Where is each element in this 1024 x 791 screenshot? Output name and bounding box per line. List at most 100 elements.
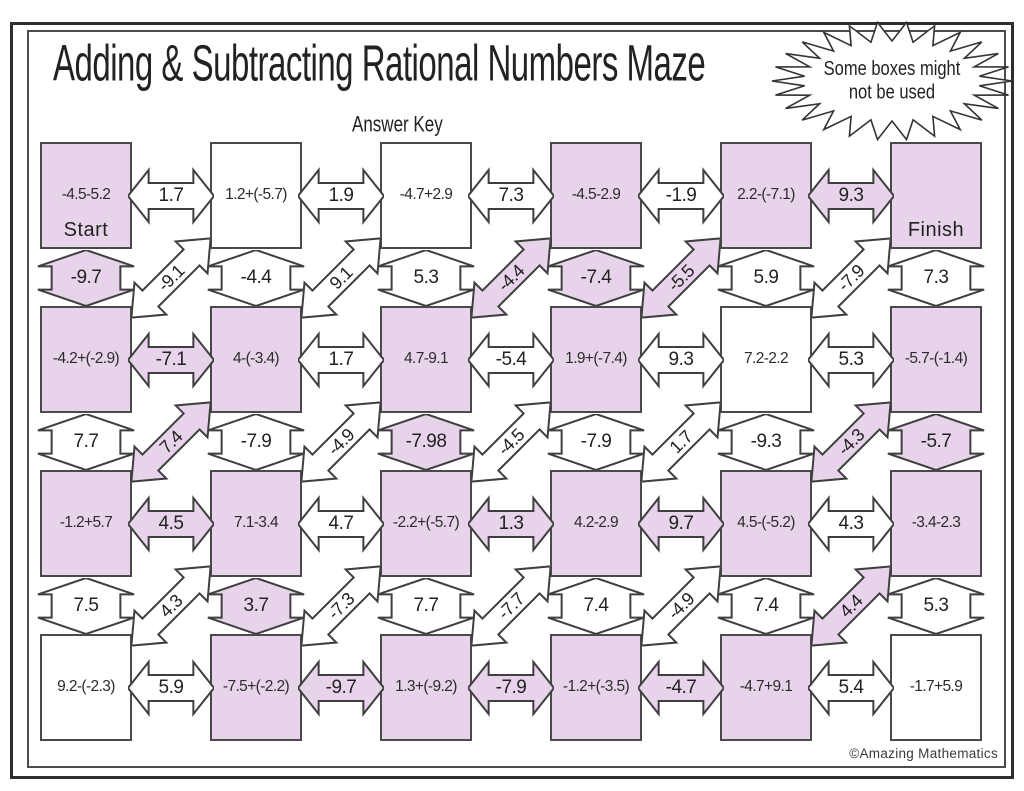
box-expression: -3.4-2.3 [911,513,961,531]
box-expression: -2.2+(-5.7) [392,513,460,531]
maze-cell: 4-(-3.4) [210,306,302,413]
maze-box: 1.3+(-9.2) [380,634,472,741]
maze-cell: -1.2+(-3.5) [550,634,642,741]
box-expression: 1.9+(-7.4) [565,349,627,367]
maze-cell: -4.3 [812,413,890,470]
arrow-shape [298,658,384,718]
maze-box: -1.2+(-3.5) [550,634,642,741]
box-expression: -4.5-2.9 [571,185,621,203]
maze-cell: 4.7-9.1 [380,306,472,413]
maze-cell: 4.3 [132,577,210,634]
maze-box: 2.2-(-7.1) [720,142,812,249]
arrow-shape [623,548,739,664]
diagonal-arrow: -7.3 [283,548,399,664]
box-expression: -5.7-(-1.4) [904,349,968,367]
maze-box: -5.7-(-1.4) [890,306,982,413]
maze-cell: -1.7+5.9 [890,634,982,741]
maze-cell: Finish [890,142,982,249]
arrow-shape [372,413,480,470]
finish-label: Finish [907,219,965,241]
box-expression: -4.7+9.1 [739,677,793,695]
box-expression: 4-(-3.4) [232,349,280,367]
maze-box: Finish [890,142,982,249]
maze-cell: 1.3+(-9.2) [380,634,472,741]
box-expression: 4.5-(-5.2) [737,513,795,531]
maze-cell: -5.7-(-1.4) [890,306,982,413]
inner-border [27,30,1006,768]
box-expression: -1.7+5.9 [909,677,963,695]
arrow-shape [793,548,909,664]
maze-cell: -4.5 [472,413,550,470]
arrow-shape [113,384,229,500]
arrow-shape [638,166,724,226]
maze-box: -4.5-2.9 [550,142,642,249]
arrow-shape [882,413,990,470]
maze-cell: 9.2-(-2.3) [40,634,132,741]
arrow-shape [793,220,909,336]
diagonal-arrow: -4.5 [453,384,569,500]
maze-box: 7.2-2.2 [720,306,812,413]
box-expression: -7.5+(-2.2) [222,677,290,695]
arrow-shape [453,220,569,336]
arrow-shape [372,249,480,306]
maze-cell: -2.2+(-5.7) [380,470,472,577]
maze-box: -2.2+(-5.7) [380,470,472,577]
box-expression: 9.2-(-2.3) [57,677,115,695]
arrow-shape [468,658,554,718]
box-expression: 7.2-2.2 [743,349,789,367]
box-expression: 1.2+(-5.7) [225,185,287,203]
arrow-shape [202,249,310,306]
diagonal-arrow: 7.4 [113,384,229,500]
maze-cell: -3.4-2.3 [890,470,982,577]
arrow-shape [32,413,140,470]
arrow-shape [202,577,310,634]
maze-cell: -4.2+(-2.9) [40,306,132,413]
arrow-shape [793,384,909,500]
arrow-shape [113,220,229,336]
maze-box: 4.5-(-5.2) [720,470,812,577]
maze-cell: 4.2-2.9 [550,470,642,577]
maze-box: 4.7-9.1 [380,306,472,413]
diagonal-arrow: -4.3 [793,384,909,500]
arrow-shape [882,577,990,634]
arrow-shape [453,384,569,500]
box-expression: 2.2-(-7.1) [737,185,795,203]
box-expression: -4.7+2.9 [399,185,453,203]
maze-box: -3.4-2.3 [890,470,982,577]
arrow-shape [638,494,724,554]
box-expression: 4.7-9.1 [403,349,449,367]
box-expression: 1.3+(-9.2) [395,677,457,695]
maze-cell: 7.4 [132,413,210,470]
maze-cell: -4.9 [302,413,380,470]
arrow-shape [128,166,214,226]
arrow-shape [298,166,384,226]
maze-cell: 2.2-(-7.1) [720,142,812,249]
arrow-shape [453,548,569,664]
arrow-shape [298,330,384,390]
copyright: ©Amazing Mathematics [849,746,998,761]
arrow-shape [32,577,140,634]
diagonal-arrow: -7.7 [453,548,569,664]
page-title: Adding & Subtracting Rational Numbers Ma… [53,34,706,92]
arrow-shape [283,548,399,664]
arrow-shape [542,413,650,470]
arrow-shape [623,220,739,336]
maze-cell: -4.9 [642,577,720,634]
maze-cell: -7.7 [472,577,550,634]
arrow-shape [808,166,894,226]
maze-box: -1.7+5.9 [890,634,982,741]
maze-cell: -4.7+9.1 [720,634,812,741]
arrow-shape [638,330,724,390]
box-expression: 7.1-3.4 [233,513,279,531]
maze-box: 4-(-3.4) [210,306,302,413]
starburst-line-2: not be used [848,81,936,104]
arrow-shape [202,413,310,470]
maze-box: -7.5+(-2.2) [210,634,302,741]
maze-grid: -4.5-5.2 Start 1.2+(-5.7) -4.7+2.9 -4.5-2.9 2… [40,142,982,741]
maze-cell: 7.2-2.2 [720,306,812,413]
arrow-shape [468,330,554,390]
maze-cell: 4.5-(-5.2) [720,470,812,577]
diagonal-arrow: -4.9 [283,384,399,500]
diagonal-arrow: -7.9 [793,220,909,336]
